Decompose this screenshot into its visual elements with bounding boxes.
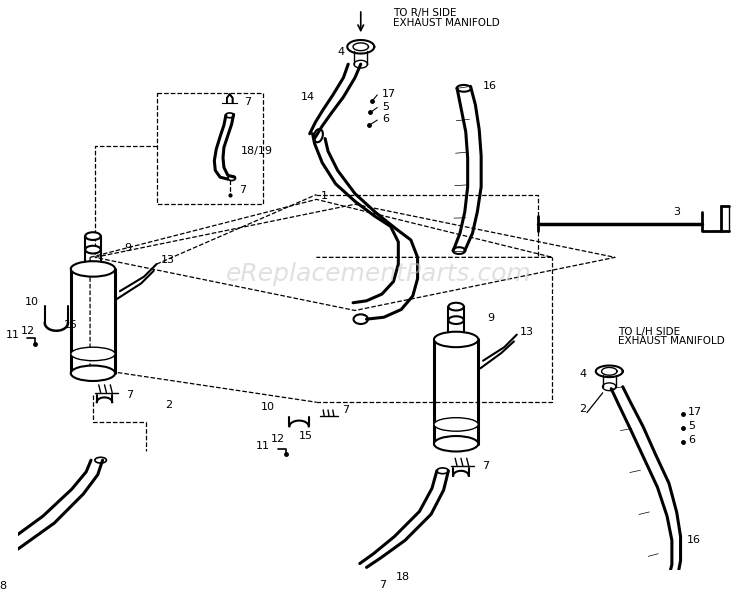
Text: 7: 7	[126, 389, 133, 399]
Text: 7: 7	[343, 405, 350, 415]
Text: 11: 11	[6, 330, 20, 340]
Ellipse shape	[86, 232, 100, 240]
Ellipse shape	[457, 85, 471, 92]
Text: 6: 6	[382, 114, 389, 124]
Text: 10: 10	[25, 297, 39, 307]
Ellipse shape	[453, 247, 465, 254]
Ellipse shape	[70, 347, 115, 360]
Text: 7: 7	[379, 580, 386, 589]
Ellipse shape	[448, 303, 464, 310]
Text: 1: 1	[321, 191, 328, 201]
Text: 4: 4	[579, 369, 586, 379]
Text: 4: 4	[338, 47, 345, 57]
Text: EXHAUST MANIFOLD: EXHAUST MANIFOLD	[394, 18, 500, 28]
Text: 10: 10	[261, 402, 275, 412]
Text: 13: 13	[160, 255, 175, 265]
Text: 11: 11	[256, 441, 270, 451]
Text: 7: 7	[482, 461, 489, 471]
Text: 12: 12	[271, 434, 285, 444]
Ellipse shape	[434, 418, 478, 431]
Text: 16: 16	[686, 535, 700, 545]
Text: 15: 15	[64, 320, 78, 330]
Ellipse shape	[448, 316, 464, 324]
Text: 3: 3	[673, 207, 680, 217]
Text: 6: 6	[688, 435, 695, 445]
Text: 7: 7	[239, 185, 247, 195]
Text: 8: 8	[0, 581, 6, 589]
Text: 2: 2	[579, 404, 586, 414]
Ellipse shape	[70, 366, 115, 381]
Text: 9: 9	[487, 313, 494, 323]
Ellipse shape	[436, 468, 448, 474]
Text: eReplacementParts.com: eReplacementParts.com	[226, 263, 532, 286]
Text: 17: 17	[688, 407, 703, 417]
Text: 16: 16	[483, 81, 497, 91]
Text: EXHAUST MANIFOLD: EXHAUST MANIFOLD	[618, 336, 724, 346]
Text: 15: 15	[299, 431, 313, 441]
Ellipse shape	[228, 176, 236, 181]
Text: 14: 14	[301, 92, 314, 102]
Text: 12: 12	[21, 326, 35, 336]
Ellipse shape	[70, 261, 115, 277]
Ellipse shape	[95, 457, 106, 463]
Text: 5: 5	[688, 421, 695, 431]
Text: 13: 13	[520, 327, 534, 337]
Text: 18/19: 18/19	[240, 146, 272, 156]
Ellipse shape	[314, 129, 323, 143]
Ellipse shape	[434, 436, 478, 452]
Ellipse shape	[226, 113, 234, 118]
Ellipse shape	[434, 332, 478, 347]
Text: TO L/H SIDE: TO L/H SIDE	[618, 327, 680, 337]
Text: 2: 2	[165, 400, 172, 410]
Ellipse shape	[353, 315, 368, 324]
Text: 17: 17	[382, 89, 396, 99]
Ellipse shape	[86, 246, 100, 253]
Text: TO R/H SIDE: TO R/H SIDE	[394, 8, 457, 18]
Text: 18: 18	[395, 572, 410, 582]
Text: 9: 9	[124, 243, 131, 253]
Text: 7: 7	[244, 97, 251, 107]
Text: 5: 5	[382, 102, 389, 112]
